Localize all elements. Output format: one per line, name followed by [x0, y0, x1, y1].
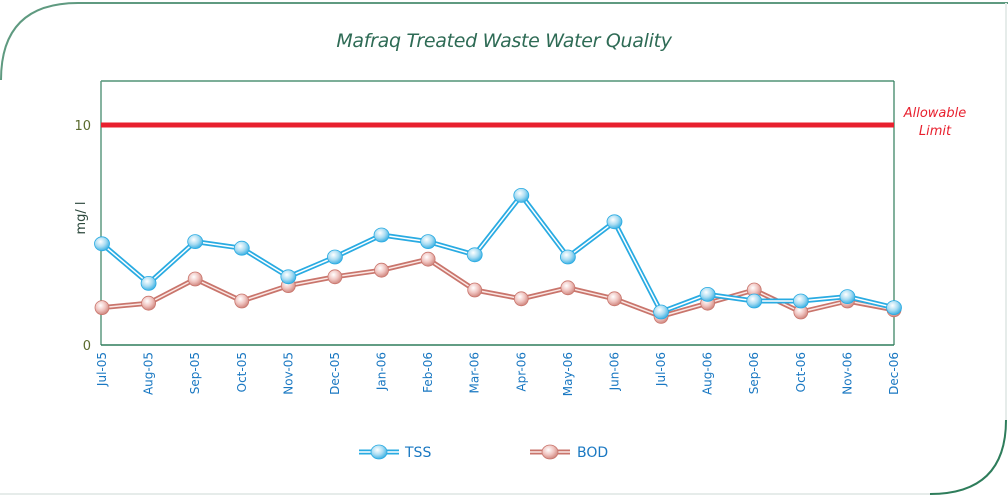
data-point-bod — [607, 291, 622, 307]
data-point-tss — [606, 214, 623, 230]
data-point-tss — [373, 227, 390, 243]
data-point-tss — [420, 234, 437, 250]
data-point-bod — [187, 271, 203, 287]
data-point-tss — [746, 293, 763, 309]
data-point-tss — [513, 187, 530, 203]
data-point-bod — [141, 295, 156, 311]
x-tick-label: Jun-06 — [607, 352, 621, 391]
data-point-tss — [699, 286, 716, 302]
data-point-tss — [94, 236, 110, 252]
frame-border-bottom-right — [929, 419, 1007, 495]
series-line-highlight — [101, 258, 895, 318]
data-point-tss — [327, 249, 343, 265]
series-line-bod — [101, 256, 895, 319]
x-tick-label: Sep-06 — [747, 352, 761, 394]
data-point-bod — [513, 291, 529, 307]
y-axis-label: mg/ l — [74, 201, 89, 234]
data-point-bod — [234, 293, 250, 309]
data-point-tss — [466, 247, 483, 263]
legend-label-bod: BOD — [577, 445, 608, 461]
x-tick-label: May-06 — [561, 352, 575, 396]
x-tick-label: Nov-06 — [840, 352, 854, 395]
legend-entry-bod — [530, 444, 570, 460]
series-tss — [94, 187, 902, 320]
x-tick-label: Mar-06 — [468, 352, 482, 393]
data-point-tss — [839, 289, 856, 305]
x-tick-label: Jan-06 — [375, 352, 389, 391]
x-tick-labels: Jul-05 Aug-05 Sep-05 Oct-05 Nov-05 Dec-05 Jan-… — [95, 352, 901, 396]
x-tick-label: Jul-06 — [654, 352, 668, 387]
legend-marker-bod — [541, 444, 559, 460]
legend-entry-tss — [359, 444, 399, 460]
data-point-tss — [792, 293, 809, 309]
x-tick-label: Aug-05 — [142, 352, 156, 395]
allowable-limit-label-line1: Allowable — [903, 106, 967, 121]
legend-label-tss: TSS — [404, 445, 431, 461]
data-point-bod — [327, 269, 343, 285]
x-tick-label: Oct-06 — [794, 352, 808, 392]
x-tick-label: Feb-06 — [421, 352, 435, 393]
frame-border-top-left — [0, 2, 1008, 81]
data-point-tss — [140, 275, 157, 291]
x-tick-label: Jul-05 — [95, 352, 109, 387]
data-point-tss — [280, 269, 297, 285]
allowable-limit-label-line2: Limit — [919, 124, 952, 139]
series-layer — [94, 187, 902, 324]
x-tick-label: Aug-06 — [701, 352, 715, 395]
data-point-bod — [94, 300, 110, 316]
data-point-bod — [467, 282, 483, 298]
x-tick-label: Nov-05 — [281, 352, 295, 395]
x-tick-label: Apr-06 — [514, 352, 528, 392]
x-tick-label: Dec-06 — [887, 352, 901, 395]
x-tick-label: Sep-05 — [188, 352, 202, 394]
data-point-tss — [187, 234, 204, 250]
data-point-tss — [653, 304, 669, 320]
x-tick-label: Dec-05 — [328, 352, 342, 395]
series-bod — [94, 251, 902, 324]
chart-title: Mafraq Treated Waste Water Quality — [336, 30, 672, 52]
data-point-bod — [560, 280, 576, 296]
y-tick-label: 10 — [74, 119, 91, 134]
data-point-tss — [233, 240, 250, 256]
data-point-bod — [374, 262, 389, 278]
data-point-tss — [886, 300, 902, 316]
x-tick-label: Oct-05 — [235, 352, 249, 392]
legend: TSS BOD — [359, 444, 608, 461]
legend-marker-tss — [370, 444, 388, 460]
y-tick-label: 0 — [83, 339, 91, 354]
data-point-tss — [559, 249, 576, 265]
data-point-bod — [420, 251, 436, 267]
